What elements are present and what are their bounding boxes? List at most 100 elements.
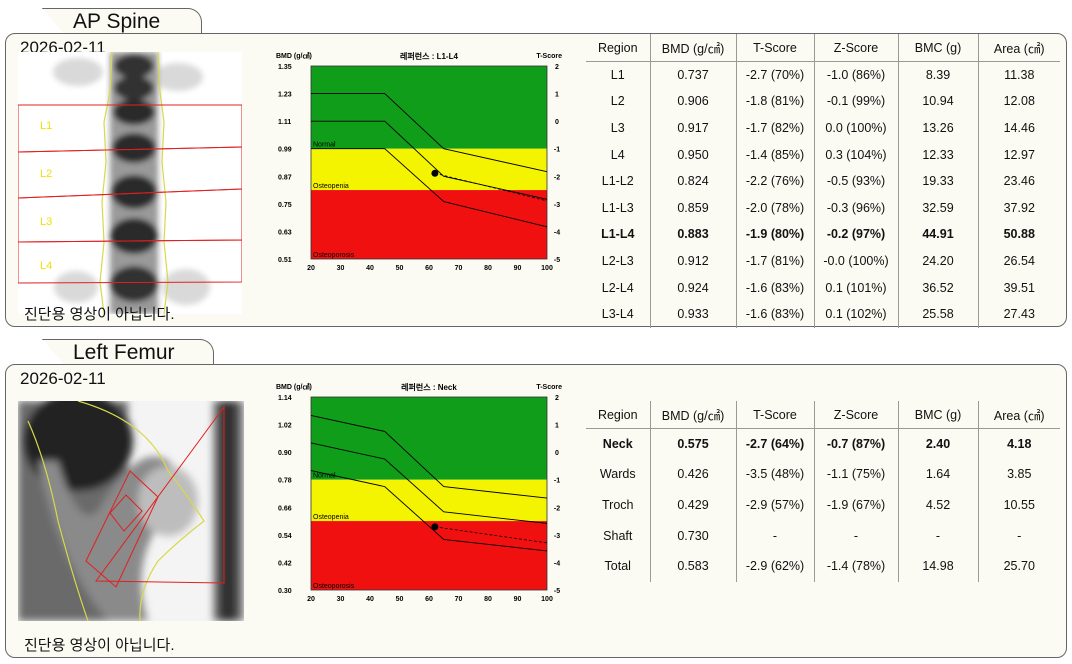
y-tick-label: 0.42 xyxy=(278,560,292,567)
t-tick-label: -1 xyxy=(554,478,560,485)
t-tick-label: -3 xyxy=(554,202,560,209)
cell-z-score: -0.2 (97%) xyxy=(813,221,898,248)
cell-z-score: -1.1 (75%) xyxy=(813,459,898,490)
y-tick-label: 0.78 xyxy=(278,478,292,485)
table-header-row: Region BMD (g/㎠) T-Score Z-Score BMC (g)… xyxy=(586,34,1060,62)
x-tick-label: 20 xyxy=(307,596,315,603)
x-tick-label: 50 xyxy=(396,596,404,603)
cell-region: L4 xyxy=(610,147,625,162)
cell-area: 12.97 xyxy=(977,141,1060,168)
cell-z-score: -1.0 (86%) xyxy=(813,61,898,89)
col-area: Area (㎠) xyxy=(977,34,1060,62)
zone-osteoporosis xyxy=(311,521,547,590)
cell-z-score: -0.3 (96%) xyxy=(813,194,898,222)
cell-bmd: 0.429 xyxy=(649,489,736,521)
y-tick-label: 0.51 xyxy=(278,257,292,264)
t-axis-title: T-Score xyxy=(536,384,562,391)
x-tick-label: 60 xyxy=(425,265,433,272)
cell-z-score: 0.3 (104%) xyxy=(813,141,898,168)
table-row: L4 0.950 -1.4 (85%) 0.3 (104%) 12.33 12.97 xyxy=(586,141,1060,168)
cell-bmd: 0.426 xyxy=(649,459,736,490)
x-tick-label: 40 xyxy=(366,596,374,603)
y-tick-label: 1.14 xyxy=(278,395,292,402)
femur-disclaimer: 진단용 영상이 아닙니다. xyxy=(24,637,175,654)
spine-tab[interactable]: AP Spine xyxy=(42,8,202,36)
cell-region: L1-L2 xyxy=(601,174,634,189)
t-tick-label: -2 xyxy=(554,174,560,181)
cell-t-score: -1.7 (82%) xyxy=(735,114,814,142)
t-tick-label: -4 xyxy=(554,229,560,236)
cell-t-score: -2.7 (64%) xyxy=(735,428,814,460)
t-tick-label: -4 xyxy=(554,560,560,567)
y-tick-label: 1.11 xyxy=(278,119,291,126)
cell-z-score: 0.1 (102%) xyxy=(813,300,898,328)
x-tick-label: 80 xyxy=(484,596,492,603)
cell-bmd: 0.912 xyxy=(649,247,736,275)
x-tick-label: 80 xyxy=(484,265,492,272)
t-tick-label: -1 xyxy=(554,147,560,154)
zone-normal xyxy=(311,66,547,149)
femur-tab[interactable]: Left Femur xyxy=(42,339,214,367)
cell-bmd: 0.883 xyxy=(649,221,736,248)
cell-z-score: - xyxy=(813,520,898,551)
cell-z-score: 0.0 (100%) xyxy=(813,114,898,142)
roi-label-l1: L1 xyxy=(40,120,53,132)
patient-marker xyxy=(431,169,439,177)
reference-line-2 xyxy=(311,148,548,228)
cell-area: 50.88 xyxy=(977,221,1060,248)
table-row: Neck 0.575 -2.7 (64%) -0.7 (87%) 2.40 4.18 xyxy=(586,428,1060,460)
spine-scan-image: L1 L2 L3 L4 xyxy=(18,52,242,314)
cell-region: Total xyxy=(604,559,631,574)
zone-osteopenia xyxy=(311,479,547,522)
cell-region: Troch xyxy=(602,497,634,512)
roi-label-l3: L3 xyxy=(40,216,53,228)
projection-line xyxy=(434,172,548,202)
y-tick-label: 0.90 xyxy=(278,450,292,457)
spine-disclaimer: 진단용 영상이 아닙니다. xyxy=(24,306,175,323)
table-row: Troch 0.429 -2.9 (57%) -1.9 (67%) 4.52 10.55 xyxy=(586,489,1060,521)
cell-bmc: - xyxy=(897,520,978,551)
t-tick-label: -3 xyxy=(554,533,560,540)
col-t-score: T-Score xyxy=(735,34,814,62)
patient-marker xyxy=(431,523,439,531)
cell-bmc: 36.52 xyxy=(897,274,978,301)
table-row: L1-L3 0.859 -2.0 (78%) -0.3 (96%) 32.59 37.92 xyxy=(586,194,1060,222)
cell-region: L1-L3 xyxy=(601,200,634,215)
table-row: L2-L3 0.912 -1.7 (81%) -0.0 (100%) 24.20 26.5… xyxy=(586,247,1060,275)
cell-bmc: 19.33 xyxy=(897,167,978,195)
chart-title: 레퍼런스 : L1-L4 xyxy=(400,51,458,61)
cell-bmc: 24.20 xyxy=(897,247,978,275)
cell-area: 23.46 xyxy=(977,167,1060,195)
cell-bmc: 10.94 xyxy=(897,88,978,115)
spine-results-table: Region BMD (g/㎠) T-Score Z-Score BMC (g)… xyxy=(586,34,1060,328)
zone-normal xyxy=(311,397,547,480)
zone-osteoporosis xyxy=(311,190,547,259)
cell-bmd: 0.950 xyxy=(649,141,736,168)
col-bmd: BMD (g/㎠) xyxy=(649,401,736,429)
cell-region: L2 xyxy=(610,94,625,109)
cell-bmc: 4.52 xyxy=(897,489,978,521)
col-z-score: Z-Score xyxy=(813,34,898,62)
y-tick-label: 0.30 xyxy=(278,588,292,595)
cell-bmd: 0.906 xyxy=(649,88,736,115)
t-tick-label: -5 xyxy=(554,588,560,595)
zone-label-osteopenia: Osteopenia xyxy=(313,514,349,521)
col-region: Region xyxy=(597,40,638,55)
cell-bmd: 0.859 xyxy=(649,194,736,222)
cell-t-score: -2.0 (78%) xyxy=(735,194,814,222)
cell-z-score: -0.0 (100%) xyxy=(813,247,898,275)
femur-results-table: Region BMD (g/㎠) T-Score Z-Score BMC (g)… xyxy=(586,401,1060,582)
cell-region: L3 xyxy=(610,120,625,135)
col-bmc: BMC (g) xyxy=(897,401,978,429)
table-row: L1-L4 0.883 -1.9 (80%) -0.2 (97%) 44.91 50.88 xyxy=(586,221,1060,248)
x-tick-label: 90 xyxy=(514,265,522,272)
cell-region: L1 xyxy=(610,67,625,82)
femur-scan-image xyxy=(18,401,244,621)
reference-line-1 xyxy=(310,442,548,524)
x-tick-label: 30 xyxy=(337,596,345,603)
cell-t-score: -1.4 (85%) xyxy=(735,141,814,168)
x-tick-label: 100 xyxy=(541,265,553,272)
y-axis-title: BMD (g/㎠) xyxy=(276,382,312,391)
t-tick-label: 2 xyxy=(555,64,559,71)
cell-z-score: 0.1 (101%) xyxy=(813,274,898,301)
